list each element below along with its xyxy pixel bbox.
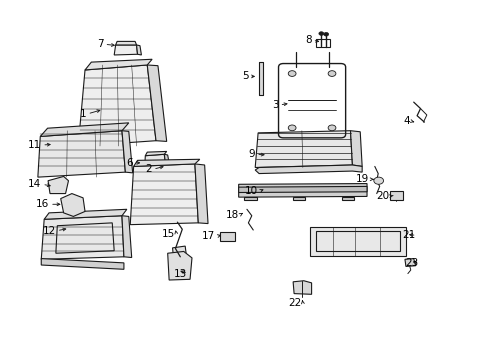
Text: 2: 2 (145, 164, 152, 174)
Circle shape (287, 71, 295, 76)
Text: 12: 12 (42, 226, 56, 236)
Polygon shape (172, 246, 187, 262)
Polygon shape (292, 197, 305, 200)
Polygon shape (292, 281, 311, 294)
Polygon shape (220, 232, 234, 241)
Polygon shape (114, 45, 137, 55)
Polygon shape (389, 192, 402, 200)
Circle shape (373, 177, 383, 184)
Polygon shape (238, 186, 366, 193)
Polygon shape (244, 197, 256, 200)
Circle shape (327, 71, 335, 76)
Polygon shape (116, 41, 136, 45)
Circle shape (287, 125, 295, 131)
Polygon shape (44, 209, 126, 219)
Polygon shape (238, 184, 366, 197)
Polygon shape (133, 159, 200, 166)
Text: 3: 3 (271, 100, 278, 110)
Text: 1: 1 (80, 109, 86, 119)
Text: 5: 5 (241, 71, 248, 81)
Polygon shape (164, 154, 169, 166)
Polygon shape (309, 227, 405, 256)
Text: 15: 15 (162, 229, 175, 239)
Polygon shape (144, 154, 165, 166)
Text: 9: 9 (248, 149, 255, 159)
Polygon shape (41, 216, 123, 259)
Text: 17: 17 (202, 231, 215, 242)
Polygon shape (350, 131, 362, 166)
Circle shape (323, 32, 328, 36)
Polygon shape (255, 165, 362, 174)
Text: 18: 18 (225, 210, 238, 220)
Polygon shape (85, 59, 152, 70)
Bar (259, 62, 263, 95)
Polygon shape (122, 131, 132, 173)
Circle shape (327, 125, 335, 131)
Text: 21: 21 (402, 230, 415, 240)
Polygon shape (341, 197, 353, 200)
Text: 19: 19 (355, 174, 368, 184)
Polygon shape (40, 123, 128, 136)
Polygon shape (48, 176, 68, 194)
Text: 22: 22 (288, 298, 301, 308)
Polygon shape (404, 258, 415, 266)
Text: 20: 20 (375, 191, 388, 201)
Polygon shape (41, 258, 123, 269)
Polygon shape (130, 164, 198, 225)
Text: 6: 6 (126, 158, 132, 168)
Polygon shape (61, 194, 85, 216)
Polygon shape (78, 65, 156, 146)
Text: 8: 8 (305, 35, 311, 45)
Text: 16: 16 (36, 199, 49, 209)
Text: 13: 13 (174, 269, 187, 279)
Polygon shape (38, 131, 125, 177)
Text: 7: 7 (97, 39, 103, 49)
Polygon shape (255, 131, 352, 167)
Polygon shape (136, 45, 141, 55)
Polygon shape (167, 251, 192, 280)
Text: 14: 14 (28, 179, 41, 189)
Circle shape (318, 32, 323, 35)
Text: 23: 23 (405, 258, 418, 268)
Polygon shape (145, 152, 166, 156)
Polygon shape (122, 216, 131, 257)
Polygon shape (195, 164, 207, 224)
Text: 11: 11 (28, 140, 41, 150)
Polygon shape (147, 65, 166, 141)
Text: 4: 4 (403, 116, 409, 126)
Text: 10: 10 (244, 186, 258, 197)
